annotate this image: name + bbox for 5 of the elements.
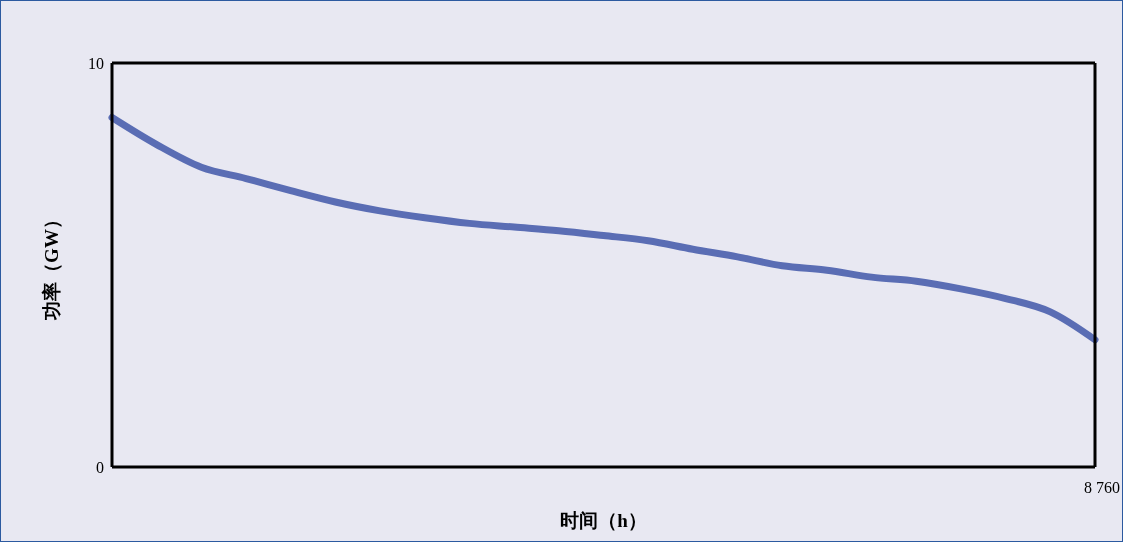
x-axis-title: 时间（h） bbox=[560, 510, 647, 531]
text: 8 760 bbox=[1084, 479, 1120, 497]
y-tick-label: 10 bbox=[88, 54, 104, 72]
y-tick-label: 0 bbox=[96, 458, 104, 476]
y-axis-title: 功率（GW） bbox=[40, 210, 62, 321]
